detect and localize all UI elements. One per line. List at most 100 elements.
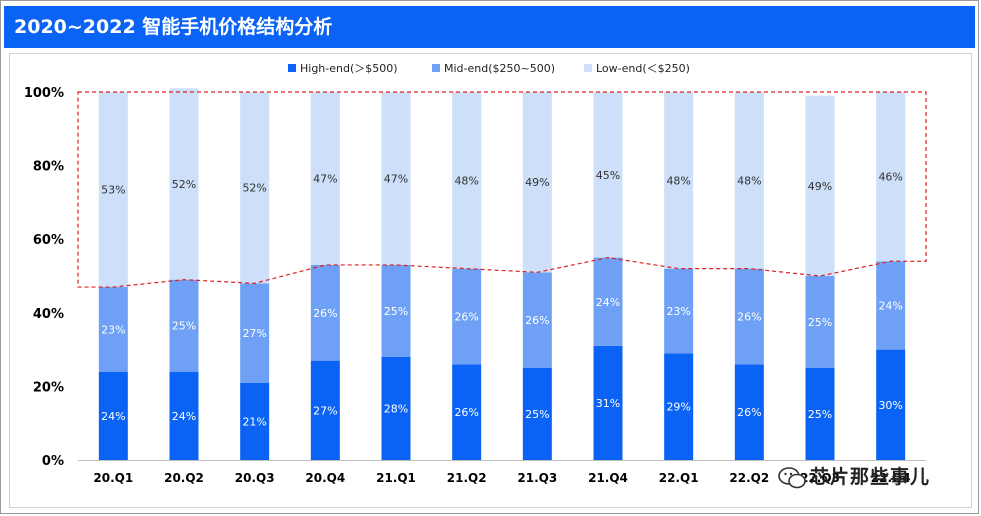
data-label: 47% <box>384 172 408 185</box>
data-label: 24% <box>878 299 902 312</box>
data-label: 23% <box>666 305 690 318</box>
watermark-text: 芯片那些事儿 <box>810 466 931 488</box>
category-label: 20.Q4 <box>305 471 345 485</box>
data-label: 31% <box>596 397 620 410</box>
legend-label: High-end(＞$500) <box>300 62 398 75</box>
data-label: 26% <box>313 307 337 320</box>
y-tick-label: 80% <box>33 160 64 175</box>
data-label: 21% <box>242 415 266 428</box>
bar-segment <box>98 287 128 372</box>
bar-segment <box>452 268 482 365</box>
bar-segment <box>169 371 199 460</box>
legend-swatch <box>432 64 440 72</box>
bar-segment <box>381 92 411 265</box>
bar-segment <box>593 345 623 460</box>
data-label: 26% <box>737 310 761 323</box>
category-label: 21.Q3 <box>517 471 557 485</box>
bar-segment <box>452 92 482 269</box>
bar-segment <box>310 360 340 460</box>
bar-segment <box>169 279 199 372</box>
data-label: 46% <box>878 171 902 184</box>
bar-segment <box>593 92 623 258</box>
data-label: 25% <box>808 316 832 329</box>
bar-segment <box>734 364 764 460</box>
category-label: 21.Q1 <box>376 471 416 485</box>
bar-segment <box>876 92 906 262</box>
data-label: 27% <box>313 404 337 417</box>
bar-segment <box>522 92 552 273</box>
data-label: 45% <box>596 169 620 182</box>
low-end-outline <box>77 91 927 288</box>
data-label: 23% <box>101 323 125 336</box>
data-label: 53% <box>101 184 125 197</box>
bar-segment <box>734 92 764 269</box>
bar-segment <box>381 264 411 357</box>
legend-swatch <box>288 64 296 72</box>
category-label: 22.Q4 <box>871 471 911 485</box>
bar-segment <box>664 268 694 354</box>
category-label: 20.Q3 <box>235 471 275 485</box>
category-label: 22.Q2 <box>729 471 769 485</box>
category-label: 21.Q4 <box>588 471 628 485</box>
bar-segment <box>240 382 270 460</box>
watermark: 芯片那些事儿 <box>770 462 950 494</box>
data-label: 26% <box>737 406 761 419</box>
y-tick-label: 20% <box>33 380 64 395</box>
y-tick-label: 60% <box>33 233 64 248</box>
data-label: 26% <box>454 406 478 419</box>
data-label: 29% <box>666 401 690 414</box>
data-label: 52% <box>172 178 196 191</box>
bar-segment <box>593 257 623 346</box>
data-label: 26% <box>454 310 478 323</box>
y-tick-label: 0% <box>42 454 64 469</box>
data-label: 48% <box>666 174 690 187</box>
bar-segment <box>734 268 764 365</box>
category-label: 21.Q2 <box>447 471 487 485</box>
data-label: 25% <box>172 320 196 333</box>
bar-segment <box>522 368 552 460</box>
data-label: 49% <box>808 180 832 193</box>
data-label: 28% <box>384 402 408 415</box>
data-label: 27% <box>242 327 266 340</box>
y-tick-label: 100% <box>24 86 64 101</box>
data-label: 48% <box>454 174 478 187</box>
wechat-icon <box>778 467 806 489</box>
bar-segment <box>310 92 340 265</box>
bar-segment <box>169 88 199 280</box>
bar-segment <box>805 276 835 368</box>
data-label: 24% <box>172 410 196 423</box>
chart-title: 2020~2022 智能手机价格结构分析 <box>14 16 333 38</box>
data-label: 30% <box>878 399 902 412</box>
bar-segment <box>805 95 835 277</box>
title-bar: 2020~2022 智能手机价格结构分析 <box>4 6 975 48</box>
bar-segment <box>381 356 411 460</box>
data-label: 25% <box>384 305 408 318</box>
legend-label: Low-end(＜$250) <box>596 62 690 75</box>
bar-segment <box>664 92 694 269</box>
bar-segment <box>310 264 340 361</box>
y-tick-label: 40% <box>33 307 64 322</box>
data-label: 48% <box>737 174 761 187</box>
category-label: 20.Q2 <box>164 471 204 485</box>
bar-segment <box>240 283 270 383</box>
legend-swatch <box>584 64 592 72</box>
data-label: 24% <box>101 410 125 423</box>
category-label: 22.Q3 <box>800 471 840 485</box>
category-label: 20.Q1 <box>93 471 133 485</box>
bar-segment <box>805 368 835 460</box>
bar-segment <box>522 272 552 368</box>
data-label: 52% <box>242 182 266 195</box>
data-label: 25% <box>525 408 549 421</box>
data-label: 47% <box>313 172 337 185</box>
data-label: 24% <box>596 296 620 309</box>
data-label: 49% <box>525 176 549 189</box>
bar-segment <box>876 261 906 350</box>
bar-segment <box>98 92 128 288</box>
bar-segment <box>664 353 694 460</box>
bar-segment <box>98 371 128 460</box>
data-label: 26% <box>525 314 549 327</box>
bar-segment <box>240 92 270 284</box>
category-label: 22.Q1 <box>659 471 699 485</box>
chart-area <box>9 53 972 508</box>
